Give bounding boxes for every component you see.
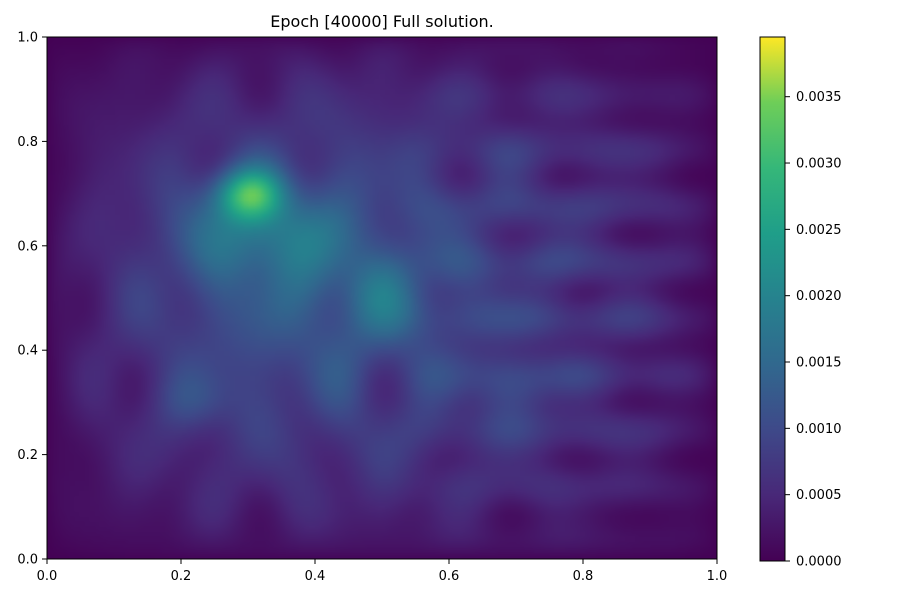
- colorbar-tick-label: 0.0000: [796, 555, 842, 570]
- colorbar-tick-label: 0.0005: [796, 488, 842, 503]
- y-tick-label: 0.0: [17, 553, 38, 568]
- colorbar-tick-label: 0.0030: [796, 157, 842, 172]
- x-tick-label: 0.4: [305, 569, 326, 584]
- y-tick-label: 0.4: [17, 344, 38, 359]
- plot-frame: [46, 36, 718, 560]
- colorbar-axis: 0.0000 0.0005 0.0010 0.0015 0.0020 0.0025 0.00…: [785, 90, 842, 570]
- x-axis: 0.0 0.2 0.4 0.6 0.8 1.0: [37, 559, 728, 584]
- y-tick-label: 0.2: [17, 448, 38, 463]
- x-tick-label: 0.6: [439, 569, 460, 584]
- x-tick-label: 0.0: [37, 569, 58, 584]
- x-tick-label: 0.2: [171, 569, 192, 584]
- colorbar-tick-label: 0.0010: [796, 422, 842, 437]
- chart-title: Epoch [40000] Full solution.: [270, 12, 494, 31]
- x-tick-label: 1.0: [707, 569, 728, 584]
- x-tick-label: 0.8: [573, 569, 594, 584]
- y-tick-label: 1.0: [17, 31, 38, 46]
- y-tick-label: 0.8: [17, 135, 38, 150]
- y-axis: 0.0 0.2 0.4 0.6 0.8 1.0: [17, 31, 47, 568]
- colorbar-tick-label: 0.0020: [796, 289, 842, 304]
- colorbar-tick-label: 0.0035: [796, 90, 842, 105]
- y-tick-label: 0.6: [17, 239, 38, 254]
- colorbar-tick-label: 0.0025: [796, 223, 842, 238]
- colorbar-tick-label: 0.0015: [796, 356, 842, 371]
- colorbar: [759, 36, 786, 562]
- heatmap-image: [47, 37, 717, 559]
